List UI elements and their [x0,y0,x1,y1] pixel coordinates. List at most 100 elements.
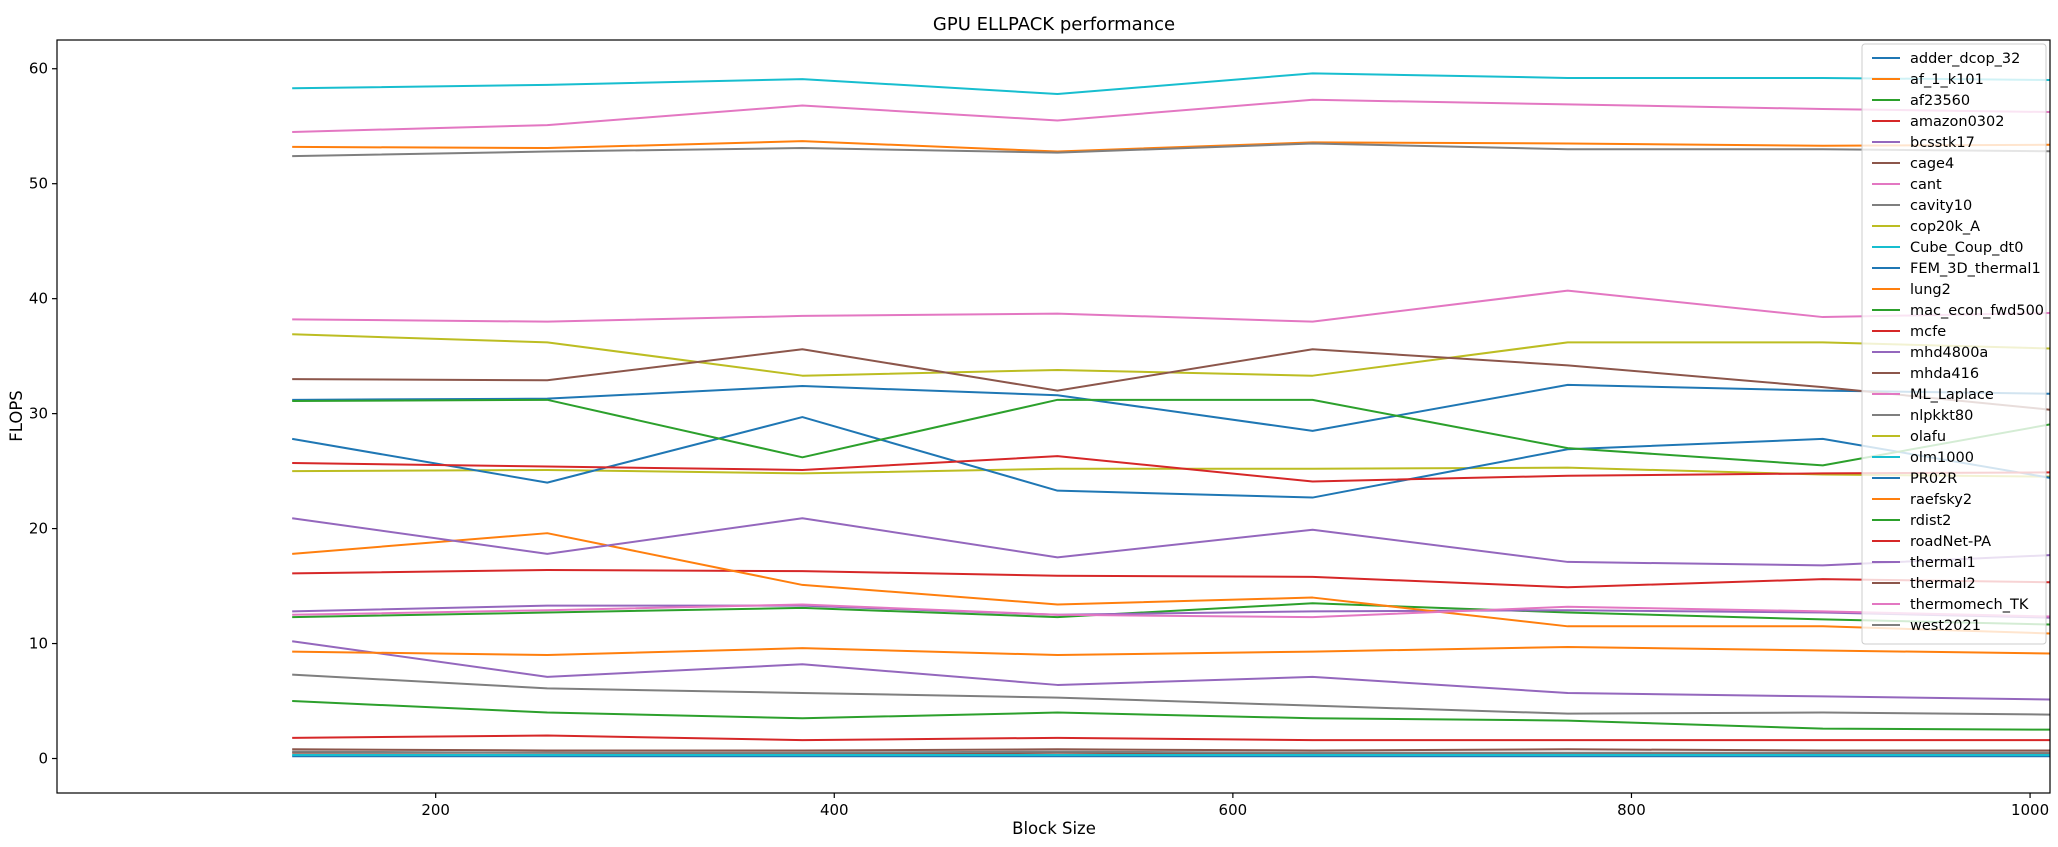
series-line-amazon0302 [292,734,2050,742]
legend-label: FEM_3D_thermal1 [1910,261,2041,277]
x-axis-label: Block Size [1012,819,1096,838]
series-line-Cube_Coup_dt0 [292,72,2050,96]
legend-item: Cube_Coup_dt0 [1872,240,2023,256]
legend-item: FEM_3D_thermal1 [1872,261,2041,277]
x-tick-label: 800 [1617,801,1646,819]
y-tick-label: 50 [29,175,48,193]
legend-label: cage4 [1910,156,1954,172]
legend-item: nlpkkt80 [1872,408,1973,424]
legend-item: mhda416 [1872,366,1979,382]
y-axis-label: FLOPS [7,390,26,442]
legend-label: cop20k_A [1910,219,1980,235]
legend-label: af23560 [1910,93,1970,109]
legend-item: olafu [1872,429,1946,445]
legend-label: mac_econ_fwd500 [1910,303,2044,319]
legend-label: PR02R [1910,471,1957,487]
legend-item: adder_dcop_32 [1872,51,2020,67]
legend-label: adder_dcop_32 [1910,51,2020,67]
legend-label: mhda416 [1910,366,1979,382]
legend-label: cavity10 [1910,198,1972,214]
series-layer [292,72,2050,758]
series-line-west2021 [292,750,2050,754]
legend-item: west2021 [1872,618,1981,634]
legend-label: cant [1910,177,1942,193]
series-line-af_1_k101 [292,140,2050,153]
series-line-cavity10 [292,673,2050,716]
legend: adder_dcop_32 af_1_k101 af23560 amazon0302 b… [1861,43,2047,645]
legend-label: thermal1 [1910,555,1976,571]
y-tick-label: 60 [29,60,48,78]
legend-label: rdist2 [1910,513,1951,529]
legend-box [1861,43,2047,645]
legend-item: thermal1 [1872,555,1976,571]
legend-item: cage4 [1872,156,1954,172]
series-line-PR02R [292,416,2050,499]
legend-label: raefsky2 [1910,492,1972,508]
legend-label: mcfe [1910,324,1946,340]
series-line-mhd4800a [292,604,2050,619]
axes-layer: 200 400 600 800 1000 0 10 20 30 40 50 60 [29,39,2051,819]
legend-item: roadNet-PA [1872,534,1991,550]
legend-label: thermal2 [1910,576,1976,592]
series-line-raefsky2 [292,532,2050,635]
series-line-ML_Laplace [292,289,2050,323]
series-line-thermal1 [292,517,2050,567]
legend-item: lung2 [1872,282,1951,298]
legend-item: olm1000 [1872,450,1974,466]
y-tick-label: 0 [38,750,48,768]
legend-label: mhd4800a [1910,345,1988,361]
series-line-nlpkkt80 [292,142,2050,158]
legend-label: olm1000 [1910,450,1974,466]
legend-item: mac_econ_fwd500 [1872,303,2044,319]
legend-item: cant [1872,177,1942,193]
x-tick-label: 1000 [2011,801,2049,819]
legend-label: Cube_Coup_dt0 [1910,240,2023,256]
chart-title: GPU ELLPACK performance [933,14,1175,35]
series-line-rdist2 [292,398,2050,467]
legend-item: cop20k_A [1872,219,1980,235]
y-tick-label: 30 [29,405,48,423]
legend-item: af23560 [1872,93,1970,109]
legend-label: west2021 [1910,618,1981,634]
legend-item: thermomech_TK [1872,597,2029,613]
legend-item: raefsky2 [1872,492,1972,508]
legend-item: ML_Laplace [1872,387,1994,403]
series-line-mac_econ_fwd500 [292,602,2050,626]
legend-item: mcfe [1872,324,1946,340]
legend-item: mhd4800a [1872,345,1988,361]
series-line-af23560 [292,700,2050,731]
series-line-roadNet-PA [292,455,2050,483]
series-line-thermal2 [292,748,2050,752]
y-tick-label: 10 [29,635,48,653]
legend-item: cavity10 [1872,198,1972,214]
legend-label: af_1_k101 [1910,72,1984,88]
series-line-cop20k_A [292,333,2050,377]
legend-label: roadNet-PA [1910,534,1991,550]
x-tick-label: 200 [421,801,450,819]
legend-label: bcsstk17 [1910,135,1975,151]
series-line-thermomech_TK [292,603,2050,619]
legend-item: rdist2 [1872,513,1951,529]
series-line-cant [292,98,2050,133]
series-line-FEM_3D_thermal1 [292,383,2050,432]
series-line-mcfe [292,568,2050,589]
legend-label: nlpkkt80 [1910,408,1973,424]
x-tick-label: 600 [1219,801,1248,819]
x-tick-label: 400 [820,801,849,819]
legend-item: bcsstk17 [1872,135,1975,151]
y-tick-label: 20 [29,520,48,538]
legend-item: PR02R [1872,471,1957,487]
series-line-bcsstk17 [292,640,2050,701]
legend-item: thermal2 [1872,576,1976,592]
legend-item: af_1_k101 [1872,72,1984,88]
series-line-lung2 [292,646,2050,657]
legend-label: amazon0302 [1910,114,2004,130]
y-tick-label: 40 [29,290,48,308]
plot-frame [56,39,2051,794]
legend-label: thermomech_TK [1910,597,2029,613]
legend-label: lung2 [1910,282,1951,298]
legend-item: amazon0302 [1872,114,2004,130]
legend-label: olafu [1910,429,1946,445]
